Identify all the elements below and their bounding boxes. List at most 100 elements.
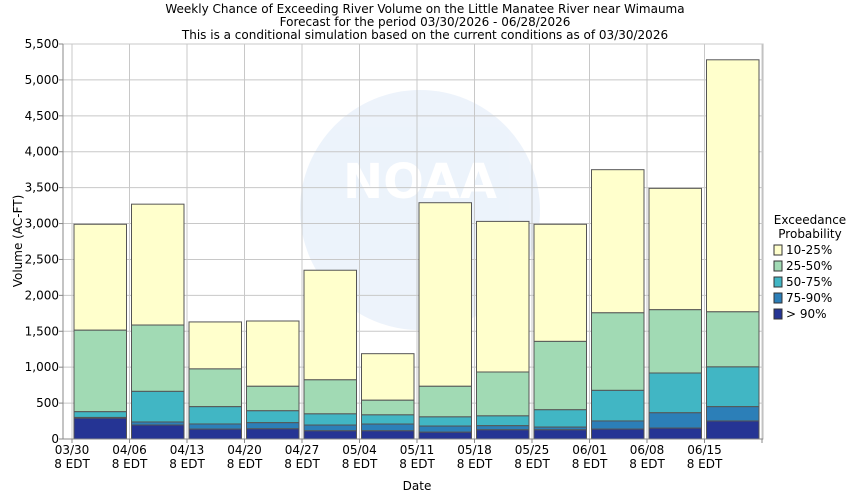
bar-segment--90- [591, 428, 645, 440]
x-tick-label: 04/20 [227, 443, 262, 457]
x-tick-sublabel: 8 EDT [399, 457, 435, 471]
x-tick-label: 05/04 [342, 443, 377, 457]
bar-segment-50-75- [648, 372, 702, 414]
x-tick-sublabel: 8 EDT [54, 457, 90, 471]
bar-segment--90- [246, 428, 300, 440]
bar-segment-10-25- [533, 223, 587, 342]
bar-segment-25-50- [188, 368, 242, 408]
legend-title-2: Probability [778, 227, 841, 241]
x-tick-sublabel: 8 EDT [514, 457, 550, 471]
bar-segment--90- [188, 428, 242, 440]
x-tick-sublabel: 8 EDT [169, 457, 205, 471]
x-tick-label: 05/25 [515, 443, 550, 457]
y-tick-label: 3,500 [25, 181, 59, 195]
x-tick-sublabel: 8 EDT [572, 457, 608, 471]
bar-segment-25-50- [131, 324, 185, 392]
bar-segment--90- [303, 430, 357, 440]
bar-segment-25-50- [706, 311, 760, 368]
bar-segment--90- [476, 429, 530, 440]
bar-segment-10-25- [73, 223, 127, 331]
bar-segment-50-75- [706, 366, 760, 408]
bar-segment-75-90- [188, 423, 242, 430]
bar-segment-50-75- [361, 414, 415, 425]
y-tick-label: 0 [51, 432, 59, 446]
x-tick-label: 03/30 [55, 443, 90, 457]
x-tick-label: 05/18 [457, 443, 492, 457]
bar-segment-25-50- [418, 385, 472, 418]
legend-label: 50-75% [786, 275, 832, 289]
bar-segment-25-50- [476, 371, 530, 417]
bar-segment-25-50- [73, 329, 127, 413]
bar-segment-75-90- [303, 424, 357, 432]
bar-segment-50-75- [303, 413, 357, 426]
x-tick-label: 04/27 [285, 443, 320, 457]
bar-segment-10-25- [303, 269, 357, 381]
bar-segment-10-25- [131, 203, 185, 326]
bar-segment--90- [73, 417, 127, 440]
legend-label: 75-90% [786, 291, 832, 305]
x-tick-label: 05/11 [400, 443, 435, 457]
bar-segment-10-25- [591, 169, 645, 314]
bar-segment-25-50- [246, 385, 300, 412]
x-tick-sublabel: 8 EDT [112, 457, 148, 471]
x-tick-sublabel: 8 EDT [342, 457, 378, 471]
y-tick-label: 4,000 [25, 145, 59, 159]
x-tick-sublabel: 8 EDT [284, 457, 320, 471]
bar-segment--90- [706, 420, 760, 440]
legend-swatch [773, 292, 783, 304]
y-tick-label: 1,000 [25, 360, 59, 374]
bar-segment-50-75- [591, 389, 645, 422]
bar-segment-75-90- [476, 425, 530, 431]
bar-segment-50-75- [476, 415, 530, 427]
y-tick-label: 500 [36, 396, 59, 410]
bar-segment-25-50- [361, 399, 415, 416]
x-tick-sublabel: 8 EDT [687, 457, 723, 471]
x-tick-label: 06/15 [687, 443, 722, 457]
bar-segment-10-25- [476, 220, 530, 373]
bar-segment-75-90- [706, 406, 760, 422]
bar-segment--90- [131, 424, 185, 440]
bar-segment-75-90- [361, 423, 415, 432]
x-axis-label: Date [403, 479, 432, 493]
bar-segment-50-75- [418, 416, 472, 427]
bar-segment-10-25- [246, 320, 300, 387]
legend-swatch [773, 276, 783, 288]
y-tick-label: 5,500 [25, 37, 59, 51]
legend-label: 25-50% [786, 259, 832, 273]
bar-segment-50-75- [188, 406, 242, 425]
y-tick-label: 2,500 [25, 252, 59, 266]
legend-label: > 90% [786, 307, 827, 321]
y-tick-label: 2,000 [25, 288, 59, 302]
bar-segment-10-25- [361, 353, 415, 401]
x-tick-sublabel: 8 EDT [457, 457, 493, 471]
x-tick-label: 04/13 [170, 443, 205, 457]
bar-segment-25-50- [533, 340, 587, 411]
y-axis-label: Volume (AC-FT) [11, 195, 25, 288]
legend-title-1: Exceedance [774, 213, 846, 227]
bar-segment-10-25- [418, 202, 472, 387]
bar-segment-50-75- [73, 411, 127, 418]
bar-segment-75-90- [418, 425, 472, 433]
chart-title: Weekly Chance of Exceeding River Volume … [165, 2, 684, 16]
y-tick-label: 1,500 [25, 324, 59, 338]
bar-segment--90- [418, 431, 472, 440]
bar-segment-50-75- [131, 390, 185, 423]
bar-segment--90- [361, 430, 415, 440]
legend-swatch [773, 308, 783, 320]
bar-segment-75-90- [246, 422, 300, 430]
bar-segment-75-90- [648, 412, 702, 429]
legend-swatch [773, 260, 783, 272]
y-tick-label: 5,000 [25, 73, 59, 87]
svg-text:NOAA: NOAA [343, 154, 497, 210]
chart-subtitle-1: Forecast for the period 03/30/2026 - 06/… [280, 15, 571, 29]
bar-segment-25-50- [303, 379, 357, 415]
x-tick-label: 04/06 [112, 443, 147, 457]
y-tick-label: 3,000 [25, 217, 59, 231]
legend: Exceedance Probability 10-25% 25-50% 50-75… [773, 213, 846, 321]
bar-segment-75-90- [591, 420, 645, 430]
chart-subtitle-2: This is a conditional simulation based o… [181, 28, 668, 42]
bar-segment-10-25- [648, 187, 702, 311]
bar-segment--90- [648, 427, 702, 440]
bar-segment-10-25- [188, 321, 242, 370]
